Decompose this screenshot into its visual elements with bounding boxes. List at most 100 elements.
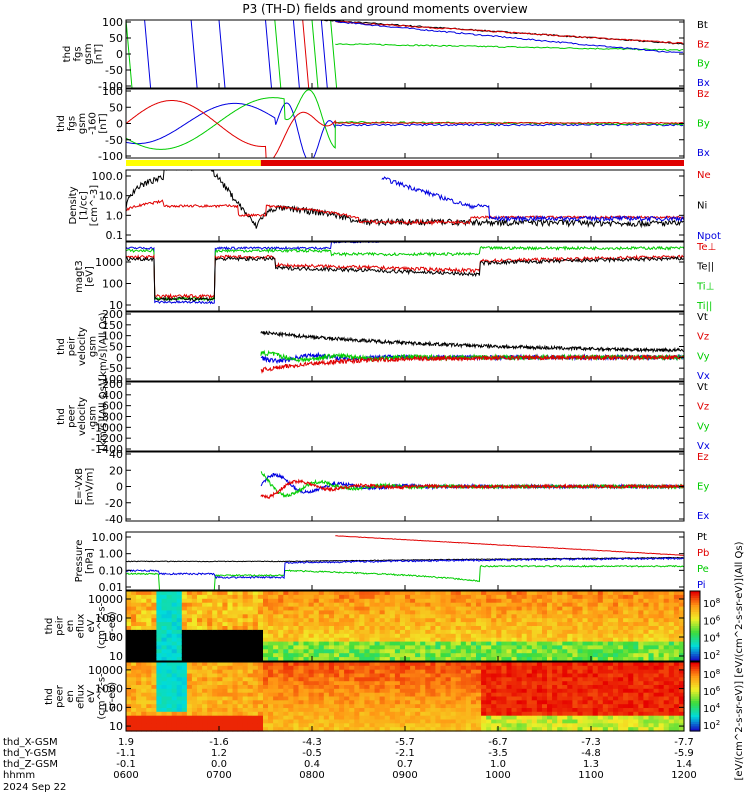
peer-spectrogram-cell [166, 700, 173, 705]
peir-spectrogram-cell [207, 598, 213, 604]
peer-spectrogram-cell [328, 719, 335, 724]
peer-spectrogram-cell [501, 685, 508, 690]
peer-spectrogram-cell [643, 711, 650, 717]
peir-spectrogram-cell [425, 606, 431, 612]
peer-spectrogram-cell [318, 715, 325, 721]
peer-spectrogram-cell [303, 719, 310, 724]
peir-spectrogram-cell [557, 598, 563, 604]
peer-spectrogram-cell [678, 685, 685, 690]
peir-spectrogram-cell [369, 602, 376, 608]
peer-spectrogram-cell [217, 708, 223, 713]
peir-spectrogram-cell [156, 606, 163, 612]
peir-spectrogram-cell [628, 645, 634, 650]
peer-spectrogram-cell [141, 727, 147, 732]
peir-spectrogram-cell [455, 629, 462, 635]
peer-spectrogram-cell [567, 692, 573, 698]
peir-spectrogram-cell [511, 633, 518, 639]
peer-spectrogram-cell [470, 700, 477, 705]
xaxis-row-value: -5.7 [395, 737, 415, 748]
peir-spectrogram-cell [653, 614, 660, 619]
peir-spectrogram-cell [364, 614, 371, 619]
peir-spectrogram-cell [420, 649, 426, 654]
peir-spectrogram-cell [364, 645, 371, 650]
peir-spectrogram-cell [354, 610, 360, 615]
peer-spectrogram-cell [242, 700, 249, 705]
peir-spectrogram-cell [273, 633, 279, 639]
peer-spectrogram-cell [628, 723, 634, 728]
peir-spectrogram-cell [607, 602, 614, 608]
peir-spectrogram-cell [186, 641, 193, 647]
peer-spectrogram-cell [623, 708, 629, 713]
peir-spectrogram-cell [607, 629, 614, 635]
peer-spectrogram-cell [374, 723, 381, 728]
peir-spectrogram-cell [227, 637, 234, 643]
peer-spectrogram-cell [481, 688, 487, 694]
legend-peer-velocity-Vz: Vz [697, 402, 709, 413]
peir-spectrogram-cell [673, 610, 680, 615]
peir-spectrogram-cell [217, 641, 223, 647]
peer-spectrogram-cell [455, 727, 462, 732]
peir-spectrogram-cell [425, 594, 431, 600]
peir-spectrogram-cell [455, 637, 462, 643]
peer-spectrogram-cell [496, 685, 502, 690]
peer-spectrogram-cell [207, 715, 213, 721]
peer-spectrogram-cell [257, 685, 264, 690]
peer-spectrogram-cell [440, 669, 447, 675]
peir-spectrogram-cell [237, 594, 244, 600]
peir-spectrogram-cell [263, 653, 269, 658]
peer-spectrogram-cell [592, 704, 599, 709]
peer-spectrogram-cell [222, 719, 229, 724]
peer-spectrogram-cell [313, 669, 320, 675]
peer-spectrogram-cell [166, 704, 173, 709]
fgs-oscillation [302, 20, 310, 88]
peer-spectrogram-cell [384, 704, 391, 709]
peir-spectrogram-cell [577, 633, 584, 639]
peir-spectrogram-cell [176, 622, 183, 627]
peir-spectrogram-cell [389, 637, 396, 643]
panel-peer-spectrogram-ylabel: sr-eV) [107, 682, 118, 711]
peir-spectrogram-cell [344, 626, 350, 631]
peer-spectrogram-cell [308, 692, 315, 698]
peer-spectrogram-cell [455, 677, 462, 682]
peer-spectrogram-cell [339, 723, 345, 728]
peir-spectrogram-cell [592, 598, 599, 604]
peir-spectrogram-cell [303, 653, 310, 658]
peer-spectrogram-cell [273, 723, 279, 728]
peer-spectrogram-cell [577, 708, 584, 713]
xaxis-row-label: thd_X-GSM [3, 737, 58, 748]
peer-spectrogram-cell [354, 696, 360, 701]
peir-spectrogram-cell [496, 622, 502, 627]
peir-spectrogram-cell [161, 653, 168, 658]
peir-spectrogram-cell [207, 618, 213, 623]
peer-spectrogram-cell [389, 708, 396, 713]
peer-spectrogram-cell [653, 708, 660, 713]
peer-spectrogram-cell [597, 711, 604, 717]
peir-spectrogram-cell [633, 657, 639, 662]
peer-spectrogram-cell [435, 688, 442, 694]
peer-spectrogram-cell [257, 719, 264, 724]
peer-spectrogram-cell [384, 688, 391, 694]
fgs-oscillation [330, 20, 338, 88]
peir-spectrogram-cell [399, 633, 406, 639]
peir-spectrogram-cell [470, 614, 477, 619]
peir-spectrogram-cell [450, 641, 457, 647]
peer-spectrogram-cell [592, 700, 599, 705]
peer-spectrogram-cell [151, 715, 158, 721]
peir-spectrogram-cell [531, 629, 538, 635]
peir-spectrogram-cell [181, 622, 188, 627]
peer-spectrogram-cell [334, 688, 340, 694]
peir-spectrogram-cell [339, 637, 345, 643]
peer-spectrogram-cell [323, 708, 330, 713]
peir-spectrogram-cell [536, 606, 543, 612]
peir-spectrogram-cell [607, 653, 614, 658]
peer-spectrogram-cell [486, 673, 492, 678]
peir-spectrogram-cell [526, 606, 533, 612]
peer-spectrogram-cell [389, 692, 396, 698]
peer-spectrogram-cell [354, 704, 360, 709]
peer-spectrogram-cell [303, 704, 310, 709]
peer-spectrogram-cell [663, 685, 670, 690]
peir-spectrogram-cell [521, 657, 528, 662]
peir-spectrogram-cell [298, 591, 305, 596]
peir-spectrogram-cell [207, 637, 213, 643]
peer-spectrogram-cell [318, 719, 325, 724]
